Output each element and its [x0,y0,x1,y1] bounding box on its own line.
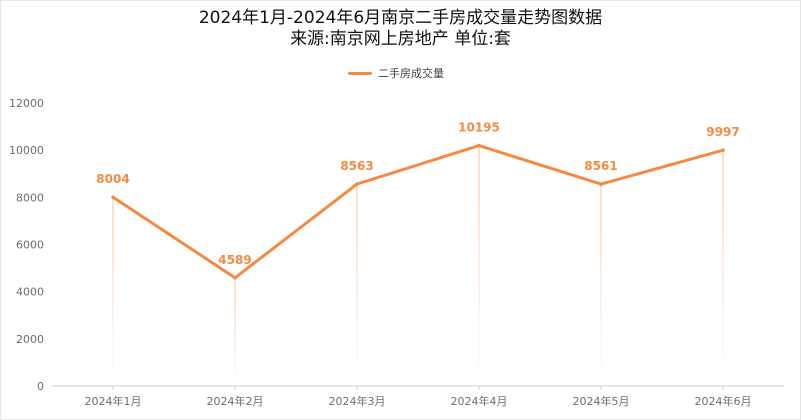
series-line [111,144,725,280]
y-tick-label: 0 [37,380,44,393]
y-tick-label: 6000 [16,239,44,252]
chart-title-block: 2024年1月-2024年6月南京二手房成交量走势图数据 来源:南京网上房地产 … [0,8,801,50]
drop-line [356,184,358,386]
y-tick-label: 8000 [16,191,44,204]
y-tick-label: 2000 [16,333,44,346]
x-tick-label: 2024年6月 [695,394,752,408]
drop-line [600,184,602,386]
x-tick-label: 2024年4月 [451,394,508,408]
chart-title: 2024年1月-2024年6月南京二手房成交量走势图数据 [198,8,603,28]
x-tick-label: 2024年1月 [85,394,142,408]
legend[interactable]: 二手房成交量 [348,66,444,80]
y-tick-label: 4000 [16,286,44,299]
data-point [111,195,115,200]
data-label: 10195 [458,121,500,135]
x-tick-label: 2024年5月 [573,394,630,408]
data-label: 8561 [584,159,617,173]
data-point [477,143,481,148]
data-point [599,182,603,186]
chart-subtitle: 来源:南京网上房地产 单位:套 [290,29,511,49]
y-tick-label: 10000 [9,144,44,157]
data-label: 4589 [218,253,251,267]
drop-line [234,277,236,386]
drop-line [112,197,114,386]
drop-line [478,145,480,386]
x-tick-label: 2024年2月 [207,394,264,408]
x-tick-label: 2024年3月 [329,394,386,408]
data-label: 8563 [340,159,373,173]
data-label: 9997 [706,125,739,139]
legend-label: 二手房成交量 [378,67,444,80]
y-tick-label: 12000 [9,97,44,110]
data-label: 8004 [96,172,129,186]
data-point [355,182,359,186]
data-point [721,148,725,153]
drop-line [722,150,724,386]
legend-swatch [348,71,372,75]
data-point [233,275,237,280]
